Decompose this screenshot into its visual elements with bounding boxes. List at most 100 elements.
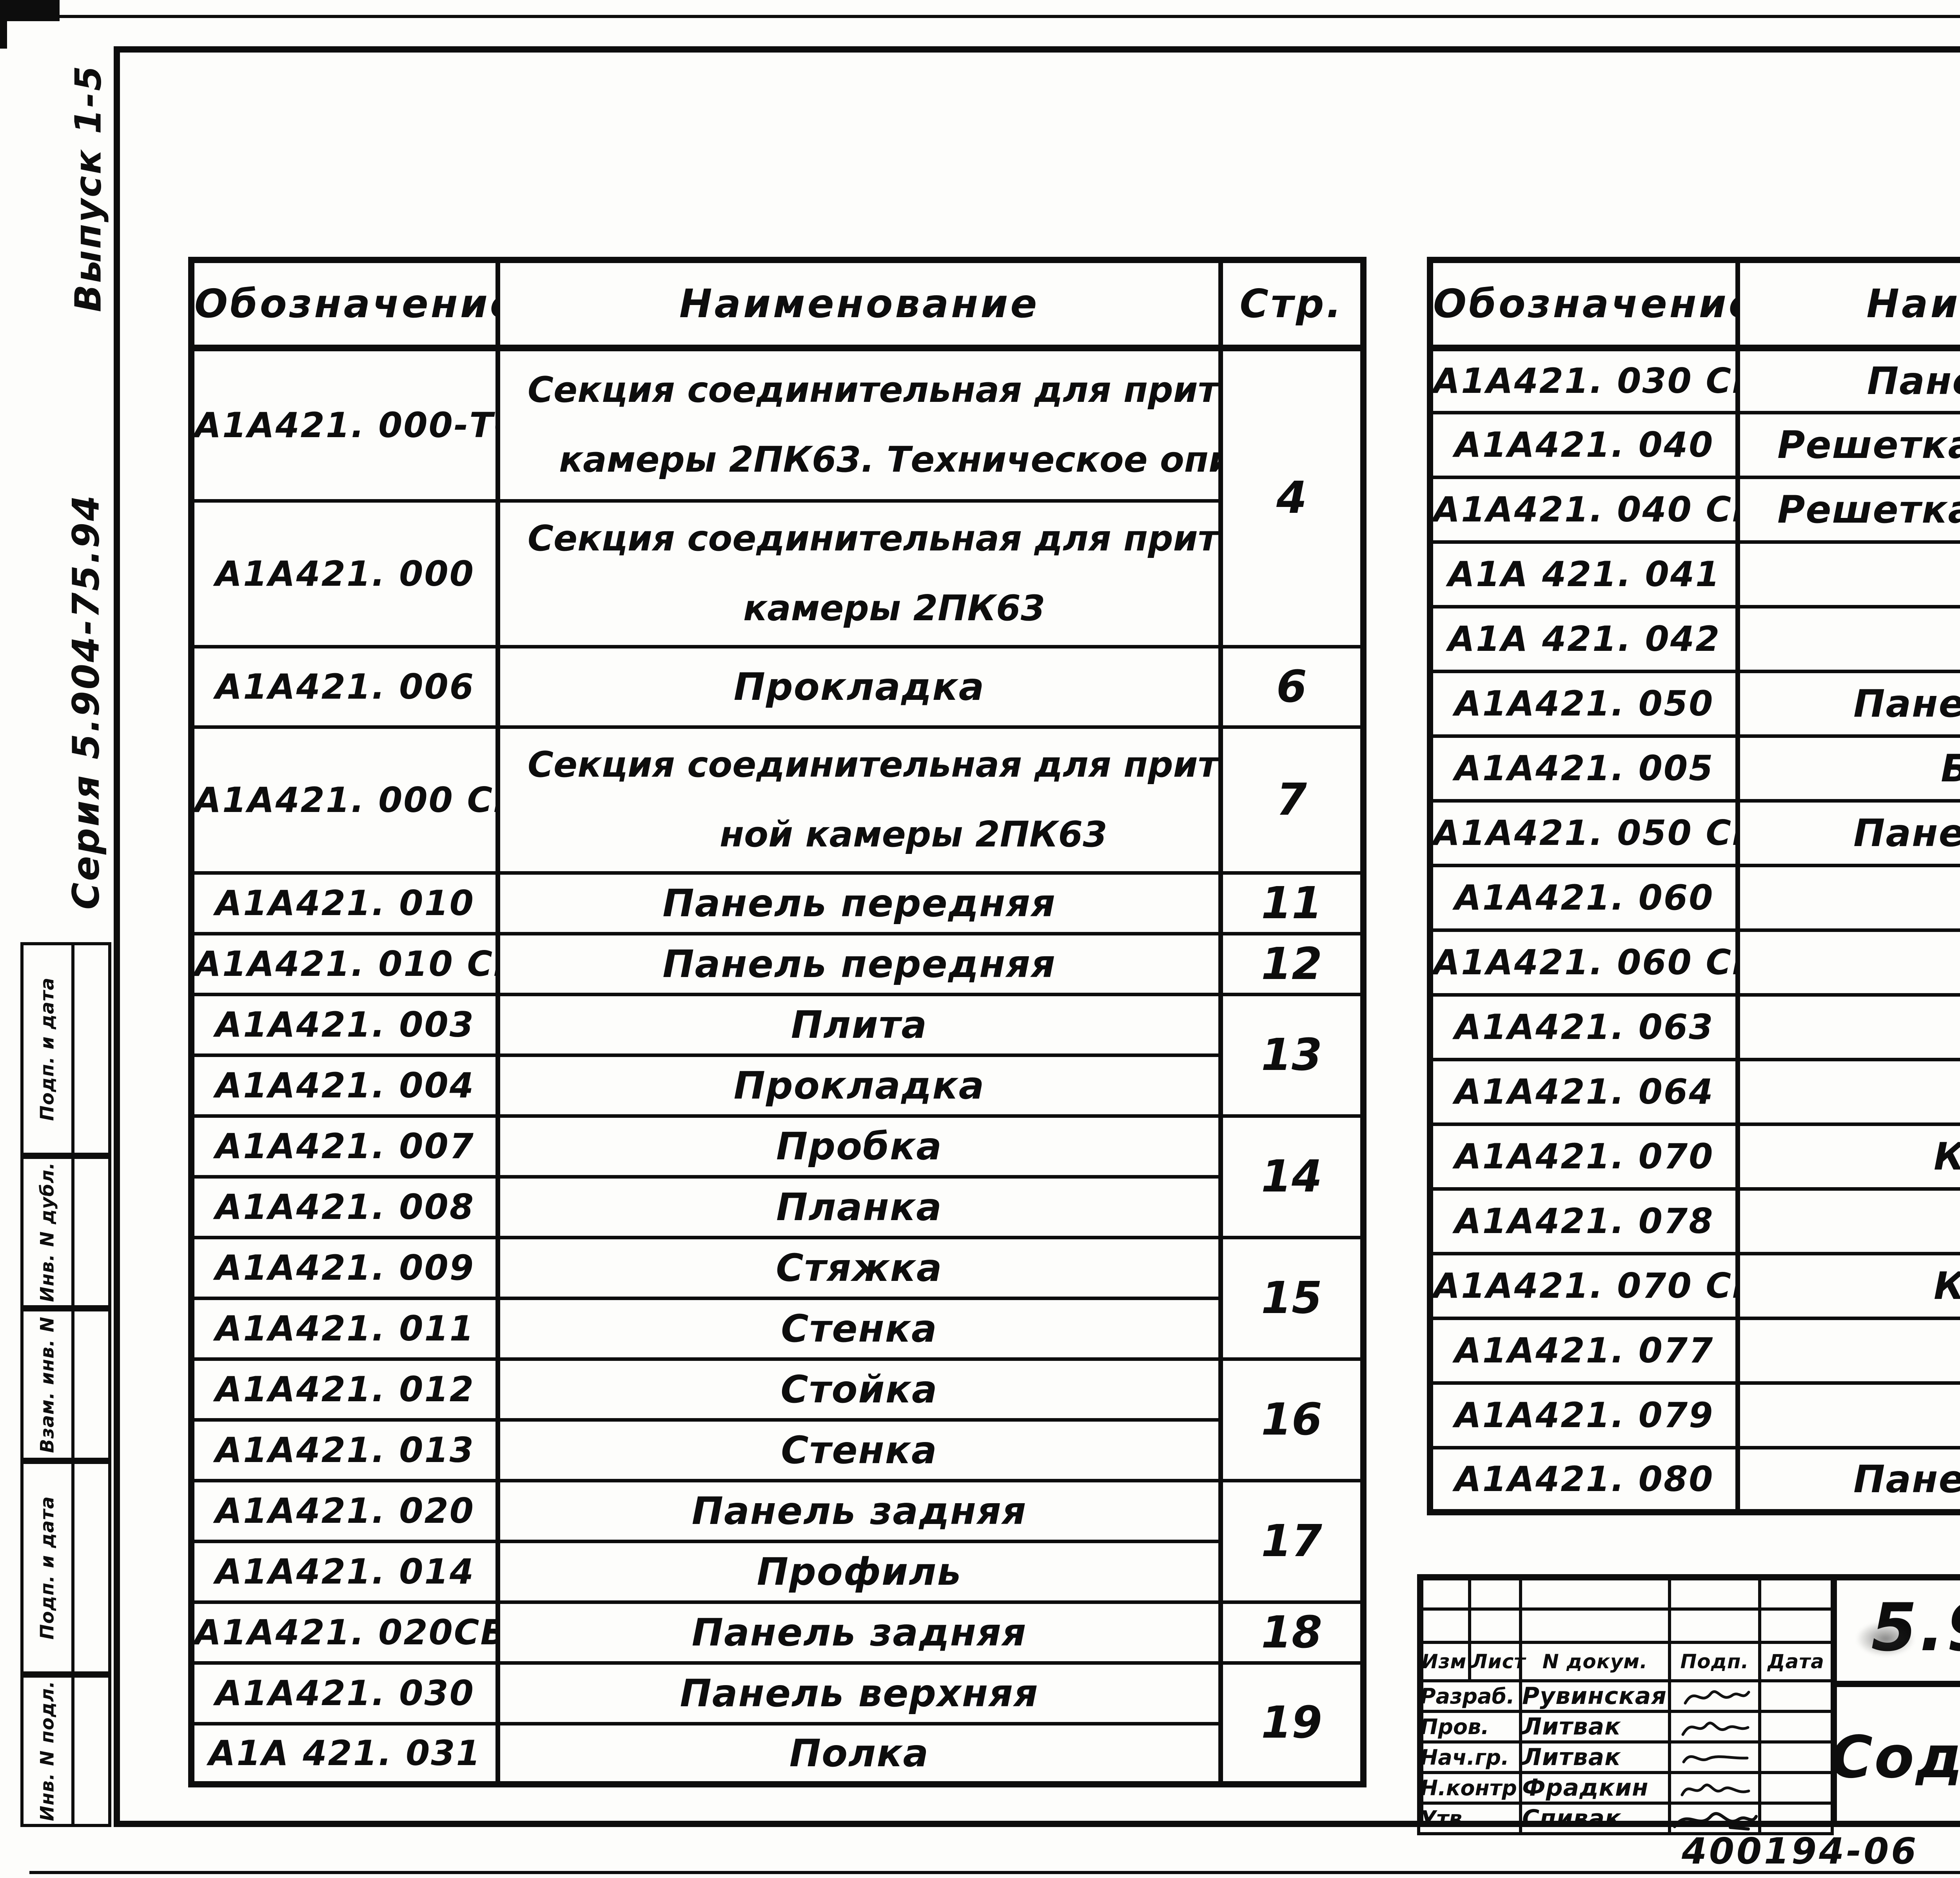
table-row: А1А421. 003 Плита 13 <box>189 992 1366 1118</box>
table-header-row: Обозначение Наименование Стр. <box>1428 258 1960 351</box>
name-line: камеры 2ПК63. Техническое описание. <box>559 439 1216 480</box>
page-cell: 7 <box>1218 725 1366 875</box>
designation-cell: А1А421. 010 СБ <box>189 932 500 996</box>
designation-cell: А1А421. 007 <box>189 1114 500 1179</box>
stamp-divider <box>71 1678 74 1824</box>
name-cell: Пробка <box>495 1114 1223 1179</box>
name-cell: Стяжка <box>495 1235 1223 1300</box>
page-cell: 18 <box>1218 1600 1366 1665</box>
date-cell <box>1758 1802 1834 1835</box>
name-cell: Фланец <box>1735 1316 1960 1385</box>
designation-cell: А1А421. 060 СБ <box>1428 928 1740 997</box>
signature-cell <box>1668 1710 1761 1744</box>
name-line: Секция соединительная для приточной <box>528 369 1218 410</box>
stamp-box-podp-data-upper: Подп. и дата <box>20 942 111 1156</box>
sign-name: Спивак <box>1519 1802 1671 1835</box>
name-cell: Фланец <box>1735 605 1960 673</box>
signature-row: Н.контр Фрадкин <box>1417 1771 1834 1805</box>
table-row: А1А 421. 041 Кольцо 23 <box>1428 540 1960 608</box>
designation-cell: А1А 421. 041 <box>1428 540 1740 608</box>
page-cell: 14 <box>1218 1114 1366 1239</box>
table-row: А1А421. 050 СБ Панель торцевая 25 <box>1428 799 1960 867</box>
name-cell: Панель задняя <box>495 1478 1223 1543</box>
name-cell: Панель передняя <box>495 871 1223 935</box>
name-cell: Плита <box>495 992 1223 1057</box>
stamp-box-podp-data-lower: Подп. и дата <box>20 1461 111 1675</box>
stamp-divider <box>71 945 74 1153</box>
designation-cell: А1А421. 030 СБ <box>1428 346 1740 414</box>
name-cell: Прокладка <box>495 645 1223 729</box>
rev-header-data: Дата <box>1758 1641 1834 1682</box>
table-row: А1А421. 011 Стенка <box>189 1296 1363 1361</box>
page-cell: 15 <box>1218 1235 1366 1361</box>
name-line: Секция соединительная для приточной <box>528 518 1218 559</box>
designation-cell: А1А421. 000 СБ <box>189 725 500 875</box>
margin-note-vypusk: Выпуск 1-5 <box>67 64 109 312</box>
name-cell: Панель передняя <box>495 932 1223 996</box>
table-row: А1А421. 005 Бобышка <box>1428 734 1960 803</box>
stamp-box-inv-dubl: Инв. N дубл. <box>20 1156 111 1308</box>
designation-cell: А1А421. 070 СБ <box>1428 1251 1740 1320</box>
revision-grid: Изм Лист N докум. Подп. Дата Разраб. Рув… <box>1417 1574 1834 1835</box>
name-cell: Кольцо <box>1735 540 1960 608</box>
table-row: А1А 421. 042 Фланец <box>1428 605 1960 673</box>
stamp-label: Взам. инв. N <box>36 1316 58 1453</box>
table-row: А1А421. 009 Стяжка 15 <box>189 1235 1366 1361</box>
table-row: А1А421. 000-ТО Секция соединительная для… <box>189 346 1366 648</box>
revision-header-row: Изм Лист N докум. Подп. Дата <box>1417 1641 1834 1682</box>
table-row: А1А421. 000 СБ Секция соединительная для… <box>189 725 1366 875</box>
page-cell: 13 <box>1218 992 1366 1118</box>
sign-role: Утв. <box>1417 1802 1522 1835</box>
name-cell: Конус <box>1735 1187 1960 1255</box>
designation-cell: А1А421. 080 <box>1428 1446 1740 1514</box>
name-cell: Фланец <box>1735 1381 1960 1449</box>
sign-role: Нач.гр. <box>1417 1740 1522 1774</box>
page-cell: 19 <box>1218 1661 1366 1786</box>
name-cell: Сектор <box>1735 928 1960 997</box>
name-cell: Стяжка <box>1735 1057 1960 1126</box>
name-cell: Панель верхняя <box>495 1661 1223 1725</box>
date-cell <box>1758 1679 1834 1713</box>
signature-row: Разраб. Рувинская <box>1417 1679 1834 1713</box>
name-cell: Стенка <box>495 1296 1223 1361</box>
table-row: А1А421. 030 Панель верхняя 19 <box>189 1661 1366 1786</box>
page-cell: 12 <box>1218 932 1366 996</box>
stamp-divider <box>71 1464 74 1671</box>
table-row: А1А421. 040 Решетка ограждающая 21 <box>1428 410 1960 479</box>
designation-cell: А1А421. 050 <box>1428 669 1740 738</box>
page-top-edge-line <box>51 15 1960 18</box>
page-cell: 16 <box>1218 1357 1366 1482</box>
rev-header-ndoc: N докум. <box>1519 1641 1671 1682</box>
designation-cell: А1А421. 030 <box>189 1661 500 1725</box>
designation-cell: А1А421. 070 <box>1428 1122 1740 1191</box>
stamp-divider <box>71 1311 74 1458</box>
name-line: ной камеры 2ПК63 <box>720 814 1107 855</box>
name-cell: Панель задняя <box>495 1600 1223 1665</box>
designation-cell: А1А 421. 042 <box>1428 605 1740 673</box>
rev-header-list: Лист <box>1468 1641 1525 1682</box>
sign-name: Рувинская <box>1519 1679 1671 1713</box>
stamp-label: Инв. N подл. <box>36 1680 58 1821</box>
table-row: А1А421. 078 Конус <box>1428 1187 1960 1255</box>
table-row: А1А421. 007 Пробка 14 <box>189 1114 1366 1239</box>
table-row: А1А421. 014 Профиль <box>189 1539 1363 1604</box>
designation-cell: А1А421. 020СБ <box>189 1600 500 1665</box>
designation-cell: А1А421. 063 <box>1428 993 1740 1061</box>
table-row: А1А421. 006 Прокладка 6 <box>189 645 1366 729</box>
table-row: А1А421. 077 Фланец 32 <box>1428 1316 1960 1385</box>
header-page: Стр. <box>1218 258 1366 351</box>
stamp-label: Подп. и дата <box>36 1496 58 1640</box>
title-block: Изм Лист N докум. Подп. Дата Разраб. Рув… <box>1417 1574 1960 1835</box>
table-row: А1А421. 030 СБ Панель верхняя 20 <box>1428 346 1960 414</box>
designation-cell: А1А421. 011 <box>189 1296 500 1361</box>
stamp-box-vzam-inv: Взам. инв. N <box>20 1308 111 1461</box>
table-row: А1А421. 070 СБ Конфузор 31 <box>1428 1251 1960 1320</box>
name-cell: Панель торцевая <box>1735 669 1960 738</box>
table-row: А1А421. 004 Прокладка <box>189 1053 1363 1118</box>
table-row: А1А421. 063 Стенка 29 <box>1428 993 1960 1061</box>
signature-row: Нач.гр. Литвак <box>1417 1740 1834 1774</box>
page-bottom-edge-line <box>29 1871 1960 1874</box>
name-cell: Бобышка <box>1735 734 1960 803</box>
designation-cell: А1А 421. 031 <box>189 1722 500 1786</box>
